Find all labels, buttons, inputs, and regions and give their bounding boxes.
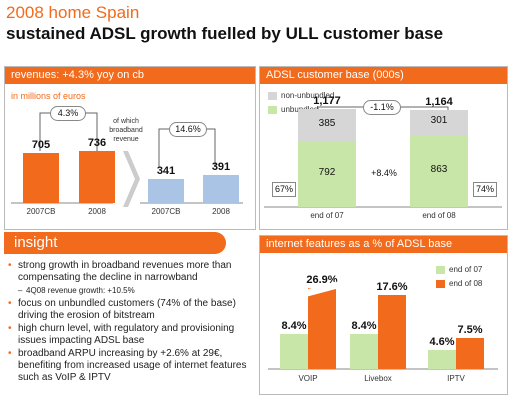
features-panel: internet features as a % of ADSL base en… xyxy=(259,235,508,395)
category-label: 2008 xyxy=(212,207,230,216)
legend-unbundled-swatch xyxy=(268,106,277,114)
page-subtitle: sustained ADSL growth fuelled by ULL cus… xyxy=(6,24,444,43)
category-label: end of 08 xyxy=(422,211,456,220)
adsl-panel-header: ADSL customer base (000s) xyxy=(260,67,507,84)
category-label: 2008 xyxy=(88,207,106,216)
bar-2007cb xyxy=(148,178,184,203)
legend-non-unbundled-swatch xyxy=(268,92,277,100)
bar-value-label: 301 xyxy=(430,115,448,127)
bar-end-of-07 xyxy=(428,349,456,369)
bar-value-label: 863 xyxy=(430,164,448,175)
bar-total-label: 1,177 xyxy=(313,94,341,107)
category-label: 2007CB xyxy=(151,207,181,216)
bar-value-label: 8.4% xyxy=(281,319,307,332)
insight-list: strong growth in broadband revenues more… xyxy=(8,260,248,385)
bar-end-of-08 xyxy=(456,337,484,369)
bar-value-label: 7.5% xyxy=(457,323,483,336)
bar-value-label: 705 xyxy=(31,139,51,152)
features-axis-svg xyxy=(268,368,498,370)
bar-end-of-07 xyxy=(350,333,378,369)
bar-value-label: 385 xyxy=(318,117,336,129)
bar-value-label: 391 xyxy=(211,161,231,174)
category-label: Livebox xyxy=(364,374,392,383)
revenues-panel-header: revenues: +4.3% yoy on cb xyxy=(5,67,255,84)
insight-subbullet-1: 4Q08 revenue growth: +10.5% xyxy=(8,285,248,297)
bar-unbundled xyxy=(298,140,356,207)
page-title: 2008 home Spain xyxy=(6,3,140,22)
adsl-total-change: -1.1% xyxy=(363,100,401,115)
bar-value-label: 4.6% xyxy=(429,335,455,348)
bar-non-unbundled xyxy=(410,109,468,135)
insight-panel: insight strong growth in broadband reven… xyxy=(4,232,254,406)
bar-value-label: 736 xyxy=(87,137,107,149)
category-label: end of 07 xyxy=(310,211,344,220)
revenues-broadband-growth: 14.6% xyxy=(169,122,207,137)
category-label: 2007CB xyxy=(26,207,56,216)
bar-2008 xyxy=(203,175,239,203)
category-label: VOIP xyxy=(298,374,318,383)
revenues-panel: revenues: +4.3% yoy on cb in millions of… xyxy=(4,66,256,230)
insight-bullet-1: strong growth in broadband revenues more… xyxy=(8,260,248,284)
bar-value-label: 17.6% xyxy=(376,281,408,294)
bar-end-of-07 xyxy=(280,333,308,369)
bar-value-label: 341 xyxy=(156,164,176,177)
insight-header: insight xyxy=(4,232,226,254)
adsl-share-left: 67% xyxy=(272,182,296,197)
revenues-total-growth: 4.3% xyxy=(50,106,86,121)
legend-end08-label: end of 08 xyxy=(449,279,483,288)
revenues-units-label: in millions of euros xyxy=(11,91,86,101)
features-panel-header: internet features as a % of ADSL base xyxy=(260,236,507,253)
legend-non-unbundled-label: non-unbundled xyxy=(281,91,335,100)
legend-end07-label: end of 07 xyxy=(449,265,483,274)
category-label: IPTV xyxy=(447,374,465,383)
bar-value-label: 8.4% xyxy=(351,319,377,332)
bar-2008 xyxy=(79,151,115,203)
legend-end08-swatch xyxy=(436,280,445,288)
bar-value-label: 792 xyxy=(318,166,336,178)
legend-end07-swatch xyxy=(436,266,445,274)
adsl-unbundled-change: +8.4% xyxy=(364,167,404,180)
bar-unbundled xyxy=(410,135,468,207)
bar-end-of-08 xyxy=(308,287,336,369)
insight-bullet-3: high churn level, with regulatory and pr… xyxy=(8,323,248,347)
bar-non-unbundled xyxy=(298,108,356,141)
insight-bullet-4: broadband ARPU increasing by +2.6% at 29… xyxy=(8,348,248,384)
of-which-label: of which broadband revenue xyxy=(109,118,143,143)
bar-end-of-08 xyxy=(378,295,406,369)
adsl-panel: ADSL customer base (000s) non-unbundled … xyxy=(259,66,508,230)
adsl-share-right: 74% xyxy=(473,182,497,197)
chevron-right-icon xyxy=(123,151,140,207)
bar-2007cb xyxy=(23,153,59,203)
insight-bullet-2: focus on unbundled customers (74% of the… xyxy=(8,298,248,322)
bar-total-label: 1,164 xyxy=(425,95,453,108)
